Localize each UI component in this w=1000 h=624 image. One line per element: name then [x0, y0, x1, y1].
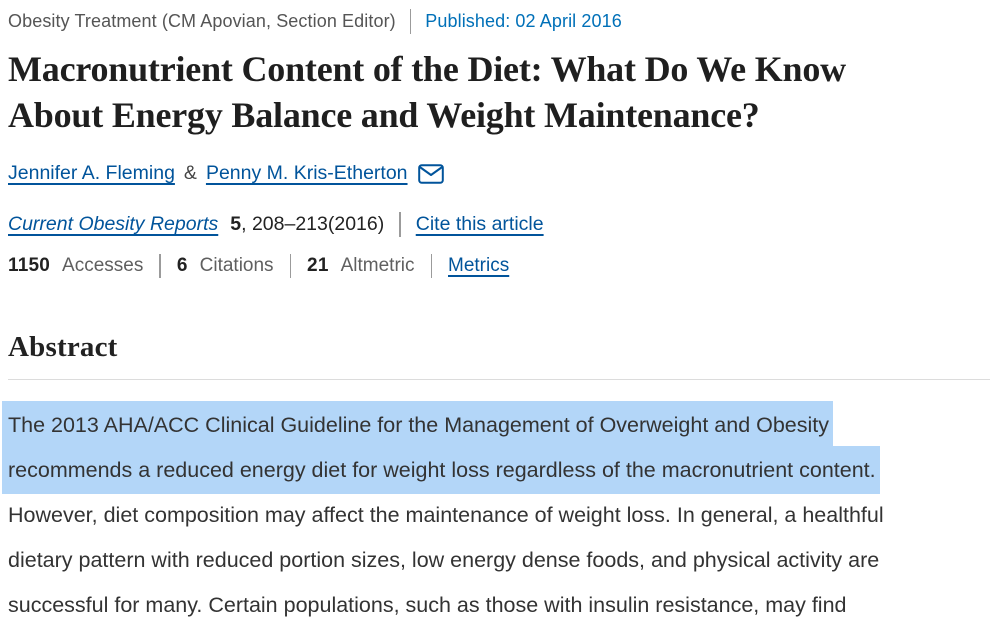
author-separator: & — [183, 162, 197, 184]
abstract-line-text: However, diet composition may affect the… — [8, 503, 884, 527]
abstract-line: successful for many. Certain populations… — [8, 583, 990, 624]
email-icon[interactable] — [417, 163, 444, 184]
accesses-label: Accesses — [62, 255, 144, 276]
citations-label: Citations — [199, 255, 274, 276]
abstract-line-text: successful for many. Certain populations… — [8, 593, 847, 617]
altmetric-count: 21 — [307, 255, 329, 276]
published-date-link[interactable]: Published: 02 April 2016 — [425, 10, 622, 31]
abstract-line: However, diet composition may affect the… — [8, 493, 990, 538]
selected-text: recommends a reduced energy diet for wei… — [2, 446, 880, 494]
abstract-line-text: dietary pattern with reduced portion siz… — [8, 548, 880, 572]
altmetric-label: Altmetric — [340, 255, 415, 276]
metrics-link[interactable]: Metrics — [448, 255, 510, 276]
author-link-jennifer-fleming[interactable]: Jennifer A. Fleming — [8, 162, 175, 184]
journal-volume: 5 — [230, 213, 242, 235]
abstract-line: recommends a reduced energy diet for wei… — [2, 446, 990, 494]
journal-title-link[interactable]: Current Obesity Reports — [8, 213, 219, 235]
divider-bar — [289, 254, 292, 278]
journal-pages: , 208–213(2016) — [241, 213, 385, 235]
page-title: Macronutrient Content of the Diet: What … — [8, 46, 990, 138]
divider-bar — [159, 254, 161, 278]
article-metrics: 1150 Accesses 6 Citations 21 Altmetric M… — [8, 254, 990, 278]
section-editor-label: Obesity Treatment (CM Apovian, Section E… — [8, 10, 396, 31]
breadcrumb: Obesity Treatment (CM Apovian, Section E… — [8, 8, 990, 34]
cite-this-article-link[interactable]: Cite this article — [415, 213, 544, 235]
divider-bar — [409, 8, 412, 34]
section-divider — [8, 379, 990, 380]
author-list: Jennifer A. Fleming & Penny M. Kris-Ethe… — [8, 162, 990, 185]
accesses-count: 1150 — [8, 255, 51, 276]
divider-bar — [430, 254, 432, 278]
title-line-2: About Energy Balance and Weight Maintena… — [8, 95, 760, 135]
abstract-heading: Abstract — [8, 331, 118, 363]
abstract-text: The 2013 AHA/ACC Clinical Guideline for … — [2, 401, 990, 624]
journal-citation: Current Obesity Reports 5 , 208–213(2016… — [8, 212, 990, 237]
divider-bar — [399, 212, 401, 237]
title-line-1: Macronutrient Content of the Diet: What … — [8, 49, 846, 89]
abstract-line: dietary pattern with reduced portion siz… — [8, 538, 990, 583]
citations-count: 6 — [176, 255, 188, 276]
author-link-penny-kris-etherton[interactable]: Penny M. Kris-Etherton — [205, 162, 408, 184]
selected-text: The 2013 AHA/ACC Clinical Guideline for … — [2, 401, 834, 449]
abstract-line: The 2013 AHA/ACC Clinical Guideline for … — [2, 401, 990, 449]
